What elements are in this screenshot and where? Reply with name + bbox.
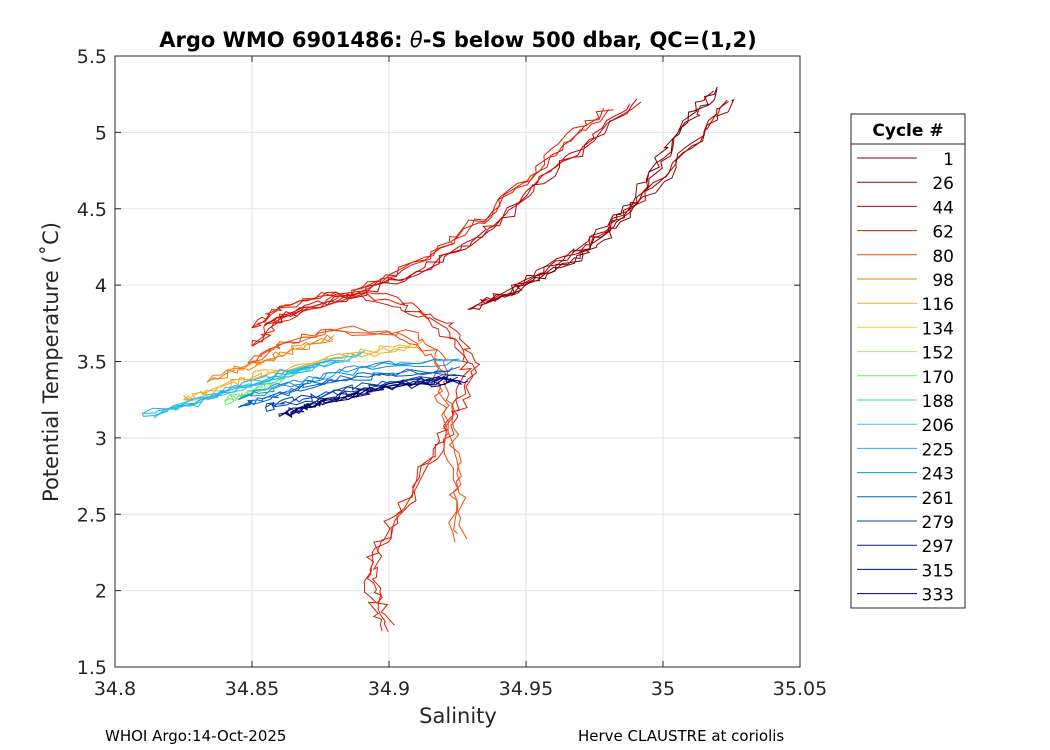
- y-tick-label: 4.5: [77, 199, 107, 221]
- series-line-cycle-62: [251, 109, 610, 347]
- series-line-cycle-134: [206, 340, 333, 383]
- legend-label-116: 116: [922, 295, 954, 315]
- series-line-cycle-333: [284, 380, 460, 417]
- series-line-cycle-98: [251, 325, 468, 540]
- x-tick-label: 34.9: [368, 678, 410, 700]
- legend-label-261: 261: [922, 489, 954, 509]
- series-line-cycle-62: [251, 107, 605, 347]
- legend-label-333: 333: [922, 586, 954, 606]
- series-line-cycle-62: [251, 109, 614, 347]
- series-line-cycle-261: [238, 372, 457, 408]
- series-line-cycle-80: [251, 291, 478, 632]
- legend-label-243: 243: [922, 465, 954, 485]
- series-line-cycle-80: [251, 290, 481, 626]
- legend-label-44: 44: [932, 198, 954, 218]
- y-tick-label: 5.5: [77, 46, 107, 68]
- legend-label-188: 188: [922, 392, 954, 412]
- legend-label-315: 315: [922, 561, 954, 581]
- plot-area: 34.8 34.85 34.9 34.95 35 35.05 1.5 2 2.5 3 3.5 4 4.…: [77, 46, 827, 700]
- series-line-cycle-261: [238, 367, 453, 408]
- series-line-cycle-134: [210, 334, 334, 381]
- y-tick-label: 2: [95, 581, 107, 603]
- series-line-cycle-225: [142, 359, 339, 414]
- y-tick-label: 3: [95, 428, 107, 450]
- y-tick-label: 3.5: [77, 352, 107, 374]
- x-tick-label: 35: [651, 678, 675, 700]
- legend-title: Cycle #: [872, 121, 943, 141]
- series-line-cycle-225: [141, 361, 325, 417]
- x-ticks: 34.8 34.85 34.9 34.95 35 35.05: [94, 56, 827, 700]
- y-tick-label: 2.5: [77, 504, 107, 526]
- y-tick-label: 4: [95, 275, 107, 297]
- legend: Cycle # 1 26 44 62 80 98 116 134 152 170 188 206 225…: [850, 113, 966, 609]
- series-line-cycle-261: [238, 366, 461, 408]
- y-tick-label: 1.5: [77, 657, 107, 679]
- series-line-cycle-170: [224, 365, 309, 402]
- x-tick-label: 34.8: [94, 678, 136, 700]
- legend-label-206: 206: [922, 416, 954, 436]
- series-line-cycle-26: [467, 101, 729, 310]
- x-axis-label: Salinity: [419, 704, 497, 728]
- legend-label-26: 26: [932, 174, 954, 194]
- series-line-cycle-98: [247, 328, 459, 543]
- legend-label-1: 1: [943, 150, 954, 170]
- legend-label-134: 134: [922, 319, 954, 339]
- legend-label-297: 297: [922, 537, 954, 557]
- x-tick-label: 34.95: [499, 678, 553, 700]
- legend-label-170: 170: [922, 368, 954, 388]
- footer-right: Herve CLAUSTRE at coriolis: [578, 727, 784, 745]
- data-series: [141, 86, 735, 632]
- footer-left: WHOI Argo:14-Oct-2025: [105, 727, 286, 745]
- legend-label-80: 80: [932, 247, 954, 267]
- series-line-cycle-279: [265, 376, 449, 408]
- x-tick-label: 34.85: [225, 678, 279, 700]
- series-line-cycle-243: [238, 359, 463, 401]
- series-line-cycle-333: [284, 375, 469, 414]
- chart-title: Argo WMO 6901486: θ-S below 500 dbar, QC…: [159, 28, 756, 52]
- legend-label-62: 62: [932, 223, 954, 243]
- y-axis-label: Potential Temperature (˚C): [39, 222, 63, 502]
- y-tick-label: 5: [95, 122, 107, 144]
- series-line-cycle-26: [470, 98, 735, 309]
- legend-label-152: 152: [922, 344, 954, 364]
- legend-label-98: 98: [932, 271, 954, 291]
- y-ticks: 1.5 2 2.5 3 3.5 4 4.5 5 5.5: [77, 46, 800, 679]
- x-tick-label: 35.05: [773, 678, 827, 700]
- series-line-cycle-206: [155, 351, 363, 416]
- legend-label-279: 279: [922, 513, 954, 533]
- legend-label-225: 225: [922, 440, 954, 460]
